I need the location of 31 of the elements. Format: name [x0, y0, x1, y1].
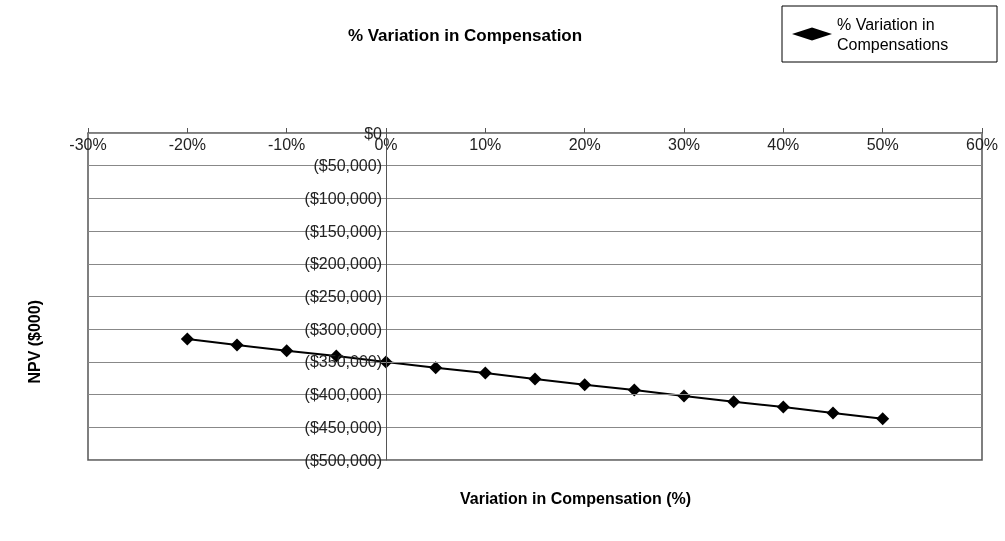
x-tick-label: 50% [866, 135, 899, 153]
y-axis-title: NPV ($000) [25, 300, 43, 384]
y-tick-label: ($450,000) [304, 418, 382, 436]
point [280, 344, 294, 358]
y-tick-label: ($300,000) [304, 320, 382, 338]
point [727, 395, 741, 409]
x-tick-label: 40% [767, 135, 800, 153]
point [230, 338, 244, 352]
y-tick-label: ($250,000) [304, 288, 382, 305]
chart-title: % Variation in Compensation [347, 26, 583, 45]
legend-label: % Variation in Compensations [837, 15, 949, 53]
x-tick-label: 10% [469, 135, 502, 153]
x-tick-label: 30% [667, 135, 701, 153]
x-tick-label: -10% [267, 135, 306, 153]
point [429, 361, 443, 375]
y-tick-label: ($200,000) [304, 255, 382, 273]
point [478, 366, 492, 380]
point [876, 412, 890, 426]
y-tick-label: ($100,000) [304, 189, 382, 207]
point [776, 400, 790, 414]
point [826, 406, 840, 420]
x-tick-label: 20% [568, 135, 601, 153]
point [528, 372, 542, 386]
point [627, 383, 641, 397]
x-tick-label: -20% [168, 135, 207, 153]
point [578, 378, 592, 392]
x-axis-title: Variation in Compensation (%) [460, 489, 692, 507]
y-tick-label: ($50,000) [313, 157, 382, 175]
y-tick-label: ($150,000) [304, 222, 382, 240]
point [180, 332, 194, 346]
y-tick-label: ($400,000) [304, 386, 382, 404]
